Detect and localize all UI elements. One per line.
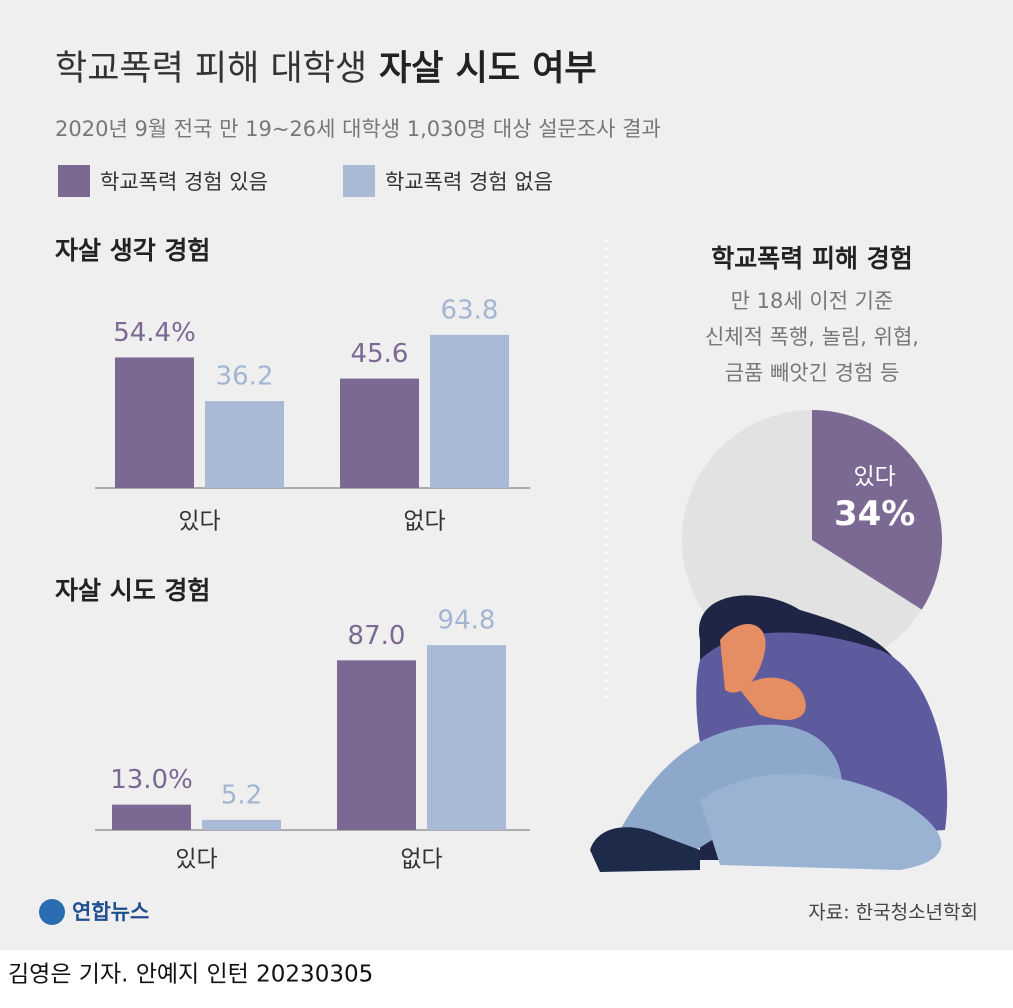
category-label: 있다 [178,509,220,535]
category-label: 없다 [403,509,445,535]
leg-back [700,773,942,870]
value-label: 54.4% [113,318,196,348]
shoe [590,827,700,872]
hand [720,623,766,693]
arm [740,677,806,720]
chart-title: 자살 생각 경험 [55,236,210,265]
bar [430,334,509,488]
subtitle: 2020년 9월 전국 만 19~26세 대학생 1,030명 대상 설문조사 … [55,117,661,141]
value-label: 94.8 [438,606,496,636]
category-label: 있다 [175,847,217,873]
value-label: 63.8 [441,295,499,325]
bar [205,401,284,488]
logo: 연합뉴스 [72,900,149,924]
chart-subtitle: 만 18세 이전 기준 [731,289,894,313]
chart-title: 학교폭력 피해 경험 [711,244,912,273]
value-label: 45.6 [351,339,409,369]
value-label: 5.2 [221,780,262,810]
title-bold: 자살 시도 여부 [379,49,597,89]
legend-label: 학교폭력 경험 없음 [385,170,553,194]
value-label: 87.0 [348,621,406,651]
value-label: 36.2 [216,362,274,392]
slice-value: 34% [834,494,915,534]
chart-subtitle: 금품 빼앗긴 경험 등 [725,361,900,385]
legend-swatch [58,165,90,197]
bar [202,819,281,830]
title: 학교폭력 피해 대학생 자살 시도 여부 [55,49,597,89]
bar [340,378,419,488]
slice-label: 있다 [853,464,895,490]
value-label: 13.0% [110,765,193,795]
category-label: 없다 [400,847,442,873]
source: 자료: 한국청소년학회 [808,902,978,924]
bar [337,660,416,830]
legend-swatch [343,165,375,197]
logo-mark [39,899,65,925]
title-regular: 학교폭력 피해 대학생 [55,49,367,89]
chart-title: 자살 시도 경험 [55,576,210,605]
chart-subtitle: 신체적 폭행, 놀림, 위협, [705,325,919,349]
legend-label: 학교폭력 경험 있음 [100,170,268,194]
credit: 김영은 기자. 안예지 인턴 20230305 [8,962,373,988]
illustration [590,595,948,872]
bar [427,645,506,830]
pie-slice [812,410,942,610]
bar [115,357,194,488]
bar [112,804,191,830]
